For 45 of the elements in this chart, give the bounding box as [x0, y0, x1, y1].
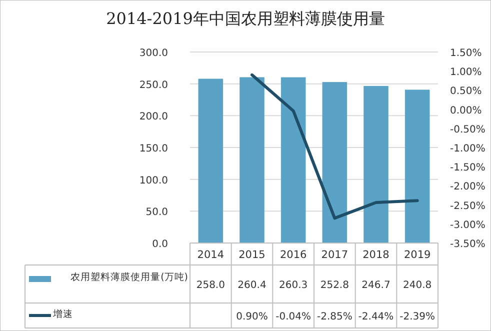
data-label: 260.4 [238, 280, 266, 291]
data-label: 240.8 [403, 280, 432, 291]
x-tick-label: 2018 [362, 249, 390, 261]
y2-tick-label: -2.00% [450, 182, 486, 193]
bar [364, 86, 388, 243]
y2-tick-label: -3.50% [450, 239, 486, 250]
x-tick-label: 2014 [197, 249, 224, 261]
data-label: 258.0 [196, 280, 225, 291]
data-label: -0.04% [276, 312, 312, 322]
x-tick-label: 2015 [238, 249, 266, 261]
y2-tick-label: 0.00% [450, 105, 482, 116]
y2-tick-label: -3.00% [450, 220, 486, 231]
data-label: 252.8 [320, 280, 349, 291]
y2-tick-label: 1.50% [450, 48, 482, 59]
y-tick-label: 150.0 [139, 144, 168, 154]
y-tick-label: 250.0 [139, 80, 168, 91]
y-tick-label: 200.0 [139, 112, 168, 123]
bar [404, 90, 430, 243]
y2-tick-label: -1.00% [450, 144, 486, 154]
y-tick-label: 50.0 [146, 207, 168, 218]
bar [280, 77, 306, 243]
chart-title: 2014-2019年中国农用塑料薄膜使用量 [106, 9, 385, 28]
y2-tick-label: -0.50% [450, 124, 486, 136]
y-tick-label: 300.0 [139, 48, 168, 59]
legend-label: 增速 [53, 308, 74, 321]
y-tick-label: 100.0 [139, 175, 168, 186]
bar [198, 78, 224, 243]
data-label: 0.90% [236, 312, 268, 322]
y2-tick-label: 1.00% [450, 67, 482, 78]
y2-tick-label: -2.50% [450, 200, 486, 212]
line-series [250, 73, 419, 220]
legend-label: 农用塑料薄膜使用量(万吨) [70, 271, 188, 284]
data-label: -2.44% [358, 312, 394, 322]
y2-tick-label: 0.50% [450, 86, 482, 98]
data-label: 246.7 [362, 280, 390, 291]
data-label: -2.39% [400, 312, 436, 322]
x-tick-label: 2017 [321, 249, 348, 261]
x-tick-label: 2016 [280, 249, 308, 261]
data-label: -2.85% [316, 312, 352, 322]
y-tick-label: 0.0 [152, 239, 168, 250]
data-label: 260.3 [279, 280, 308, 291]
x-tick-label: 2019 [404, 249, 431, 261]
y2-tick-label: -1.50% [450, 162, 486, 174]
bar [322, 82, 348, 243]
bar [240, 77, 264, 243]
